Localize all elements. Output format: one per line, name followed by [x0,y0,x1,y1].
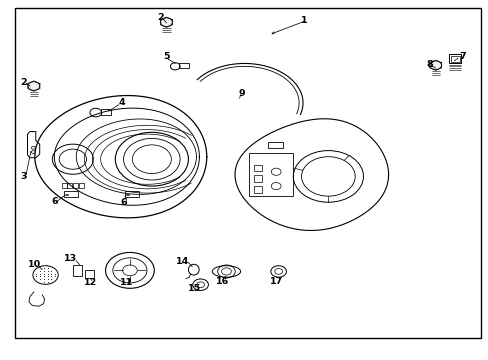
Text: 6: 6 [51,197,58,206]
Text: 1: 1 [300,16,306,25]
Text: 11: 11 [120,278,133,287]
Text: 2: 2 [20,78,27,87]
Text: 12: 12 [84,278,97,287]
Text: 17: 17 [269,276,282,285]
Text: 3: 3 [20,172,27,181]
Bar [125,191,139,197]
Bar [179,63,188,68]
Text: 10: 10 [27,260,41,269]
Text: 7: 7 [458,53,465,62]
Bar [101,109,111,115]
Text: 15: 15 [187,284,201,293]
Bar [73,183,78,188]
Bar [254,186,261,193]
Bar [254,165,261,171]
Bar [73,265,81,276]
Circle shape [429,61,441,69]
Bar [267,142,282,148]
Text: 13: 13 [64,255,77,264]
Bar [67,183,72,188]
Text: 5: 5 [163,52,169,61]
Bar [448,54,461,63]
Circle shape [28,82,40,90]
Bar [254,175,261,182]
Bar [79,183,84,188]
Bar [61,183,66,188]
Circle shape [160,18,172,27]
Text: 9: 9 [238,89,245,98]
Text: 8: 8 [425,60,432,69]
Text: 6: 6 [121,198,127,207]
Bar [450,56,459,62]
Text: 2: 2 [158,13,164,22]
Bar [84,270,94,278]
Bar [249,153,293,196]
Bar [64,191,78,197]
Text: 14: 14 [175,257,188,266]
Text: 16: 16 [216,276,229,285]
Text: 4: 4 [119,98,125,107]
